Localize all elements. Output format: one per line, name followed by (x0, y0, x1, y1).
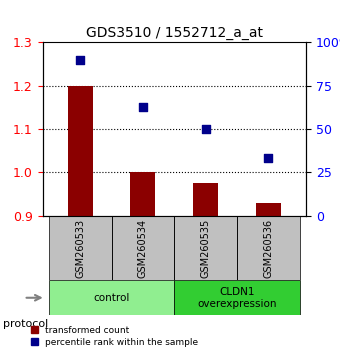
Point (203, 126, 208, 132)
Text: GSM260536: GSM260536 (264, 218, 273, 278)
Text: CLDN1
overexpression: CLDN1 overexpression (197, 287, 277, 309)
FancyBboxPatch shape (174, 280, 300, 315)
Text: protocol: protocol (3, 319, 49, 329)
FancyBboxPatch shape (112, 216, 174, 280)
Text: GSM260535: GSM260535 (201, 218, 210, 278)
FancyBboxPatch shape (49, 280, 174, 315)
Legend: transformed count, percentile rank within the sample: transformed count, percentile rank withi… (28, 323, 201, 349)
Title: GDS3510 / 1552712_a_at: GDS3510 / 1552712_a_at (86, 26, 263, 40)
Point (266, 156, 271, 161)
FancyBboxPatch shape (49, 216, 112, 280)
Point (78, 57, 83, 63)
Text: GSM260533: GSM260533 (75, 218, 85, 278)
Bar (130, 172, 155, 216)
FancyBboxPatch shape (237, 216, 300, 280)
Text: GSM260534: GSM260534 (138, 218, 148, 278)
Point (140, 104, 146, 109)
FancyBboxPatch shape (174, 216, 237, 280)
Text: control: control (93, 293, 130, 303)
Bar (193, 183, 218, 216)
Bar (256, 202, 281, 216)
Bar (68, 86, 93, 216)
